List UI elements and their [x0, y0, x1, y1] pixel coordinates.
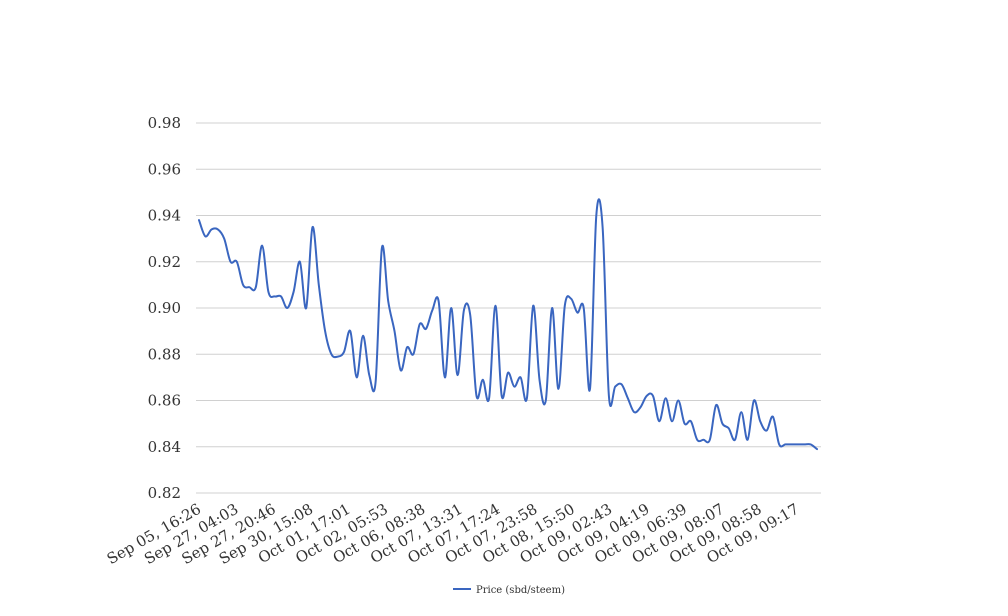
y-tick-label: 0.88 [148, 345, 181, 363]
y-tick-label: 0.92 [148, 253, 181, 271]
y-tick-label: 0.82 [148, 484, 181, 502]
y-tick-label: 0.96 [148, 160, 181, 178]
legend-label: Price (sbd/steem) [476, 585, 565, 596]
y-tick-label: 0.98 [148, 114, 181, 132]
legend: Price (sbd/steem) [453, 585, 565, 596]
y-tick-label: 0.90 [148, 299, 181, 317]
y-tick-label: 0.84 [148, 438, 181, 456]
series-line [198, 198, 818, 451]
gridlines [196, 122, 821, 494]
y-axis-tick-labels: 0.82 0.84 0.86 0.88 0.90 0.92 0.94 0.96 0.98 [148, 114, 181, 502]
y-tick-label: 0.94 [148, 207, 181, 225]
series-lines [198, 198, 818, 451]
y-tick-label: 0.86 [148, 392, 181, 410]
